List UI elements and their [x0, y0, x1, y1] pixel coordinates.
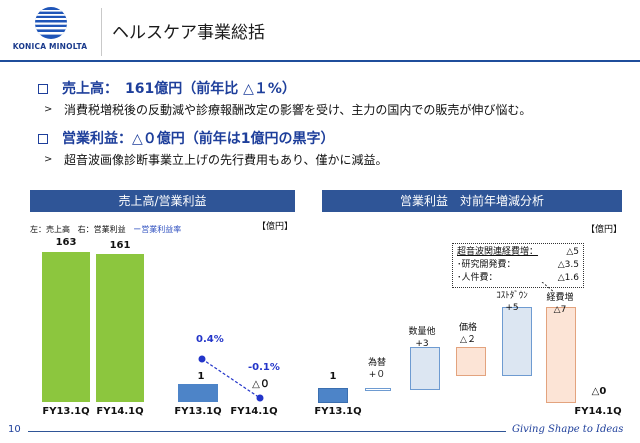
waterfall-category: ｺｽﾄﾀﾞｳﾝ — [496, 291, 528, 301]
waterfall-value: +3 — [415, 339, 429, 349]
note-leader-line — [541, 282, 555, 293]
square-bullet-icon — [38, 134, 48, 144]
waterfall-value-fy14: △0 — [591, 386, 607, 397]
legend-sales: 左：売上高 — [30, 225, 70, 234]
waterfall-bar-price — [456, 347, 486, 376]
sales-value-label-fy13: 163 — [55, 237, 77, 248]
expense-note-box: 超音波関連経費増： △5 ･研究開発費： △3.5 ･人件費： △1.6 — [452, 243, 584, 288]
tagline: Giving Shape to Ideas — [512, 424, 624, 435]
page-title: ヘルスケア事業総括 — [112, 23, 265, 43]
profit-analysis-panel-title: 営業利益 対前年増減分析 — [322, 190, 622, 212]
page-number: 10 — [8, 424, 21, 435]
profit-x-label-fy14: FY14.1Q — [230, 406, 278, 417]
sales-detail: 消費税増税後の反動減や診療報酬改定の影響を受け、主力の国内での販売が伸び悩む。 — [64, 103, 532, 117]
waterfall-bar-fy13 — [318, 387, 348, 403]
margin-point-fy13 — [198, 355, 206, 363]
sales-profit-panel-title: 売上高/営業利益 — [30, 190, 295, 212]
sales-x-label-fy13: FY13.1Q — [42, 406, 90, 417]
waterfall-value: +０ — [368, 370, 386, 380]
arrow-bullet-icon: > — [44, 104, 53, 115]
waterfall-category: 価格 — [458, 323, 477, 333]
waterfall-value: △7 — [553, 305, 567, 315]
sales-x-label-fy14: FY14.1Q — [96, 406, 144, 417]
profit-value-label-fy14: △０ — [252, 379, 270, 390]
profit-detail: 超音波画像診断事業立上げの先行費用もあり、僅かに減益。 — [64, 153, 388, 167]
waterfall-x-label-fy14: FY14.1Q — [574, 406, 622, 417]
margin-line-chart — [198, 355, 264, 402]
square-bullet-icon — [38, 84, 48, 94]
waterfall-x-label-fy13: FY13.1Q — [314, 406, 362, 417]
waterfall-bar-expense — [546, 306, 576, 403]
waterfall-category: 数量他 — [408, 327, 436, 337]
waterfall-bar-cost-down — [502, 306, 532, 376]
waterfall-category: 為替 — [367, 358, 386, 368]
waterfall-label-cost-down: ｺｽﾄﾀﾞｳﾝ +5 — [490, 290, 534, 314]
waterfall-label-volume: 数量他 +3 — [402, 326, 442, 350]
waterfall-label-price: 価格 △２ — [450, 322, 486, 346]
arrow-bullet-icon: > — [44, 154, 53, 165]
profit-x-label-fy13: FY13.1Q — [174, 406, 222, 417]
note-value: △3.5 — [557, 260, 579, 270]
margin-line — [201, 358, 261, 399]
margin-label-fy14: -0.1% — [248, 362, 280, 373]
waterfall-value: +5 — [505, 303, 519, 313]
globe-logo-icon — [35, 7, 67, 39]
profit-value-label-fy13: 1 — [197, 371, 205, 382]
footer-rule — [28, 431, 506, 432]
legend-profit: 右：営業利益 — [77, 225, 126, 234]
margin-label-fy13: 0.4% — [196, 334, 224, 345]
note-label: ･研究開発費： — [457, 260, 516, 270]
left-unit-label: 【億円】 — [257, 222, 294, 232]
note-label: 超音波関連経費増： — [457, 247, 539, 257]
waterfall-bar-volume — [410, 347, 440, 390]
margin-point-fy14 — [256, 394, 264, 402]
profit-bar-fy13 — [178, 384, 218, 402]
note-row: 超音波関連経費増： △5 — [457, 246, 579, 259]
note-value: △5 — [566, 247, 579, 257]
sales-heading: 売上高： 161億円（前年比 △１%） — [62, 81, 296, 97]
legend-margin: ー営業利益率 — [133, 225, 182, 234]
waterfall-value: △２ — [460, 335, 476, 345]
header-divider — [101, 8, 102, 56]
left-legend: 左：売上高 右：営業利益 ー営業利益率 — [30, 224, 181, 235]
note-row: ･研究開発費： △3.5 — [457, 259, 579, 272]
note-row: ･人件費： △1.6 — [457, 272, 579, 285]
waterfall-category: 経費増 — [546, 293, 574, 303]
header-rule — [0, 60, 640, 62]
waterfall-value-fy13: 1 — [329, 371, 337, 382]
right-unit-label: 【億円】 — [586, 225, 623, 235]
waterfall-label-fx: 為替 +０ — [362, 357, 392, 381]
sales-bar-fy14 — [96, 253, 144, 402]
sales-bar-fy13 — [42, 252, 90, 402]
note-value: △1.6 — [557, 273, 579, 283]
sales-value-label-fy14: 161 — [109, 240, 131, 251]
brand-logo: KONICA MINOLTA — [8, 6, 92, 52]
note-label: ･人件費： — [457, 273, 498, 283]
waterfall-label-expense: 経費増 △7 — [538, 292, 582, 316]
waterfall-bar-fx — [365, 387, 391, 391]
profit-heading: 営業利益：△０億円（前年は1億円の黒字） — [62, 131, 335, 147]
brand-name: KONICA MINOLTA — [12, 42, 88, 51]
